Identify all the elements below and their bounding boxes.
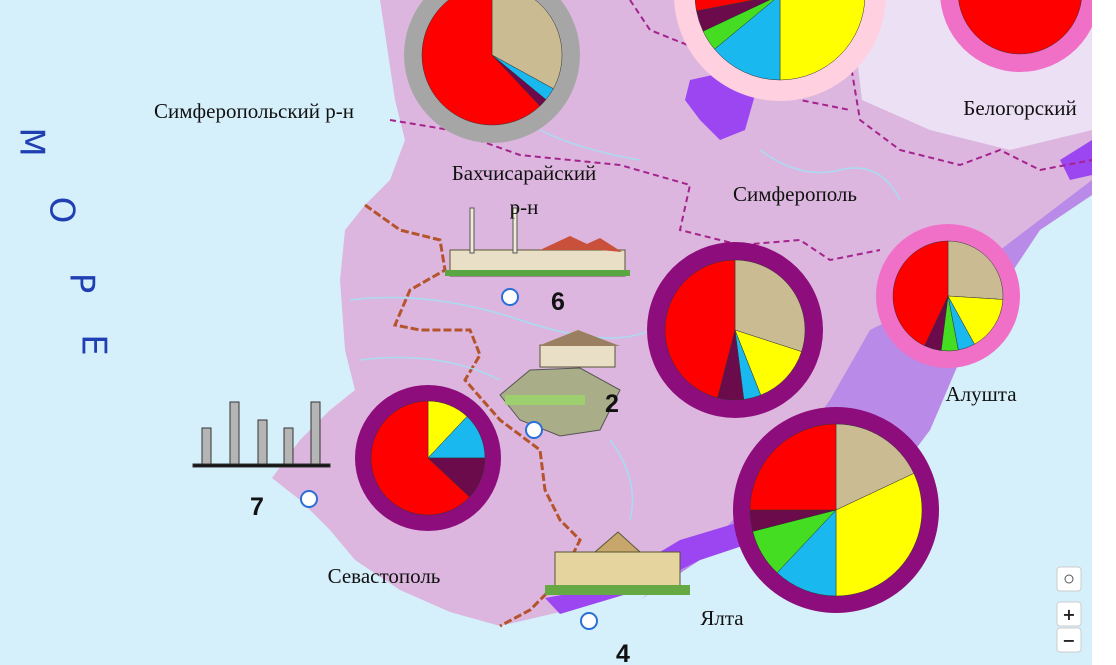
pan-button[interactable] xyxy=(1056,566,1082,592)
cave-city-icon xyxy=(499,330,621,437)
pie-slice xyxy=(947,240,1004,300)
pie-slice xyxy=(958,0,1082,55)
pie-slice xyxy=(749,423,837,511)
map-controls: + − xyxy=(1056,566,1082,653)
pie-slice xyxy=(779,0,866,81)
site-marker[interactable] xyxy=(580,612,598,630)
region-label: р-н xyxy=(510,195,539,219)
rivers xyxy=(349,129,901,521)
site-marker[interactable] xyxy=(525,421,543,439)
pie-slice xyxy=(664,259,736,399)
region-label: Алушта xyxy=(945,382,1017,406)
pie-slice xyxy=(734,259,806,352)
zoom-in-label: + xyxy=(1062,605,1075,624)
east-patch xyxy=(1060,140,1092,180)
sea-letter: М xyxy=(12,127,52,156)
region-label: Белогорский xyxy=(963,96,1076,120)
region-label: Бахчисарайский xyxy=(452,161,597,185)
labels: Симферопольский р-н Бахчисарайский р-н Симф… xyxy=(12,96,1077,665)
site-markers xyxy=(300,288,598,630)
zoom-in-button[interactable] xyxy=(1056,601,1082,627)
pie-slice xyxy=(370,400,470,516)
landmark-icons xyxy=(192,207,690,595)
pie-slice xyxy=(714,0,781,81)
zoom-out-button[interactable] xyxy=(1056,627,1082,653)
pie-slice xyxy=(835,473,923,597)
region-label: Симферопольский р-н xyxy=(154,99,354,123)
boundary xyxy=(389,119,881,262)
vorontsov-palace-icon xyxy=(545,531,690,595)
pie-slice xyxy=(734,329,802,396)
boundary xyxy=(849,59,1093,172)
site-number: 7 xyxy=(250,493,264,521)
site-number: 4 xyxy=(616,640,630,665)
region-label: Ялта xyxy=(700,606,744,630)
pie-slice xyxy=(892,240,949,347)
route xyxy=(364,203,582,628)
pie-slice xyxy=(694,0,756,12)
pie-slice xyxy=(421,0,541,126)
pie-slice xyxy=(835,423,915,511)
palace-icon xyxy=(445,207,630,277)
sea-letter: Е xyxy=(74,334,114,355)
edge xyxy=(1092,0,1116,665)
region-label: Симферополь xyxy=(733,182,857,206)
columns-icon xyxy=(192,401,331,468)
pie-slice xyxy=(491,0,563,90)
site-marker[interactable] xyxy=(300,490,318,508)
pie-slice xyxy=(776,509,837,597)
pie-layer xyxy=(355,0,1100,613)
site-number: 2 xyxy=(605,390,619,418)
region-label: Севастополь xyxy=(328,564,441,588)
site-number: 6 xyxy=(551,288,565,316)
site-marker[interactable] xyxy=(501,288,519,306)
sea-letter: О xyxy=(42,197,82,224)
pan-icon xyxy=(1064,574,1074,584)
sea-letter: Р xyxy=(62,273,102,294)
pie-slice xyxy=(947,295,1004,345)
zoom-out-label: − xyxy=(1062,631,1075,650)
